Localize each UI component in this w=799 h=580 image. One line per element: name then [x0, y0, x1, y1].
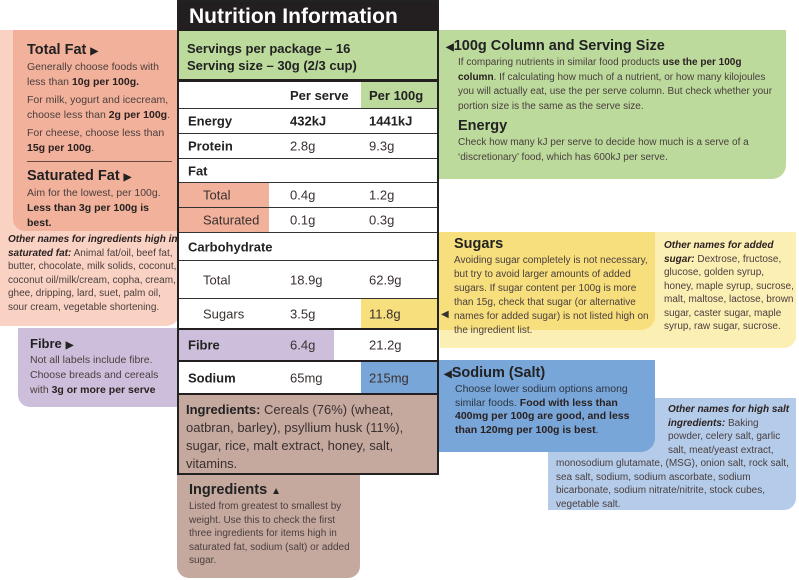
ingredients-tip-panel: Ingredients ▲ Listed from greatest to sma…: [177, 470, 360, 578]
triangle-right-icon: ▶: [123, 172, 132, 183]
saturated-fat-heading: Saturated Fat ▶: [27, 168, 132, 184]
nutrient-row: Total 18.9g 62.9g: [179, 260, 437, 298]
per-100g-value: 1441kJ: [369, 113, 413, 129]
per-serve-value: 432kJ: [290, 113, 327, 129]
total-fat-title: Total Fat: [27, 42, 87, 58]
per-100g-value: 1.2g: [369, 187, 395, 203]
sodium-panel: ◀Sodium (Salt) Choose lower sodium optio…: [438, 360, 655, 452]
fibre-text: Not all labels include fibre. Choose bre…: [30, 354, 159, 396]
nutrient-row: Energy 432kJ 1441kJ: [179, 108, 437, 133]
nutrient-name: Sugars: [203, 306, 245, 321]
sodium-title: Sodium (Salt): [451, 365, 546, 381]
sodium-text: Choose lower sodium options among simila…: [455, 383, 630, 436]
serving-size: Serving size – 30g (2/3 cup): [187, 58, 357, 73]
nutrient-name: Saturated: [203, 212, 260, 228]
total-fat-heading: Total Fat ▶: [27, 42, 172, 58]
nutrient-row: Fibre 6.4g 21.2g: [179, 328, 437, 360]
servings-block: Servings per package – 16 Serving size –…: [179, 31, 437, 82]
per-serve-value: 2.8g: [290, 138, 316, 154]
sat-other-label: Other names for ingredients high in satu…: [8, 234, 178, 259]
nutrient-name: Sodium: [188, 370, 236, 385]
divider: [27, 161, 172, 162]
ingredients-tip-text: Listed from greatest to smallest by weig…: [189, 501, 350, 566]
per-100g-value: 11.8g: [369, 306, 401, 321]
total-fat-p2: For milk, yogurt and icecream, choose le…: [27, 94, 171, 121]
total-fat-panel: Total Fat ▶ Generally choose foods with l…: [13, 30, 180, 231]
nutrient-row: Total 0.4g 1.2g: [179, 182, 437, 207]
col-per-100g: Per 100g: [361, 82, 437, 108]
per-serve-value: 6.4g: [290, 337, 316, 353]
sugar-other-names: Other names for added sugar: Dextrose, f…: [664, 240, 794, 332]
total-fat-p3: For cheese, choose less than 15g per 100…: [27, 127, 165, 154]
total-fat-p1: Generally choose foods with less than 10…: [27, 61, 159, 88]
fibre-title: Fibre: [30, 336, 62, 351]
per-serve-value: 0.4g: [290, 187, 316, 203]
ingredients-tip-title: Ingredients: [189, 482, 268, 498]
nutrient-name: Fat: [188, 163, 208, 178]
nutrient-row: Fat: [179, 158, 437, 182]
sat-fat-p2: Less than 3g per 100g is best.: [27, 202, 149, 229]
nutrient-row: Sugars 3.5g 11.8g: [179, 298, 437, 328]
nutrition-label: Nutrition Information Servings per packa…: [177, 0, 439, 475]
triangle-left-icon: ◀: [441, 309, 449, 320]
per-serve-value: 0.1g: [290, 212, 316, 228]
ingredients-list: Ingredients: Cereals (76%) (wheat, oatbr…: [179, 393, 437, 473]
sat-fat-p1: Aim for the lowest, per 100g.: [27, 187, 161, 199]
nutrient-name: Fibre: [188, 337, 220, 353]
label-title: Nutrition Information: [179, 2, 437, 31]
per-100g-value: 9.3g: [369, 138, 395, 154]
nutrient-name: Carbohydrate: [188, 239, 273, 254]
per-serve-value: 65mg: [290, 370, 323, 385]
nutrient-name: Total: [203, 272, 231, 287]
servings-per-package: Servings per package – 16: [187, 41, 351, 56]
fibre-panel: Fibre ▶ Not all labels include fibre. Cho…: [18, 328, 180, 407]
per-serve-value: 18.9g: [290, 272, 323, 287]
sugars-title: Sugars: [454, 236, 504, 252]
triangle-up-icon: ▲: [271, 486, 282, 497]
salt-other-names: Other names for high salt ingredients: B…: [556, 404, 790, 510]
nutrient-row: Protein 2.8g 9.3g: [179, 133, 437, 158]
nutrient-row: Saturated 0.1g 0.3g: [179, 207, 437, 232]
per-100g-value: 21.2g: [369, 337, 402, 353]
triangle-left-icon: ◀: [444, 369, 452, 380]
col-per-serve: Per serve: [290, 88, 349, 103]
nutrient-name: Protein: [188, 138, 233, 154]
nutrient-name: Total: [203, 187, 231, 203]
column-title: 100g Column and Serving Size: [453, 38, 665, 54]
per-100g-value: 62.9g: [369, 272, 402, 287]
per-100g-value: 0.3g: [369, 212, 395, 228]
nutrient-name: Energy: [188, 113, 233, 129]
per-serve-value: 3.5g: [290, 306, 316, 321]
triangle-right-icon: ▶: [65, 340, 74, 351]
column-header-row: Per serve Per 100g: [179, 82, 437, 108]
nutrient-row: Sodium 65mg 215mg: [179, 360, 437, 393]
nutrient-row: Carbohydrate: [179, 232, 437, 260]
triangle-right-icon: ▶: [90, 46, 99, 57]
triangle-left-icon: ◀: [446, 42, 454, 53]
sat-fat-other-names: Other names for ingredients high in satu…: [8, 233, 178, 314]
sugars-text: Avoiding sugar completely is not necessa…: [454, 255, 649, 336]
column-energy-panel: ◀100g Column and Serving Size If compari…: [438, 30, 786, 179]
sat-other-text: Animal fat/oil, beef fat, butter, chocol…: [8, 247, 177, 313]
energy-title: Energy: [458, 118, 508, 134]
sugars-panel: Sugars Avoiding sugar completely is not …: [438, 232, 655, 336]
column-text: If comparing nutrients in similar food p…: [458, 57, 773, 112]
energy-text: Check how many kJ per serve to decide ho…: [458, 137, 749, 163]
per-100g-value: 215mg: [369, 370, 409, 385]
